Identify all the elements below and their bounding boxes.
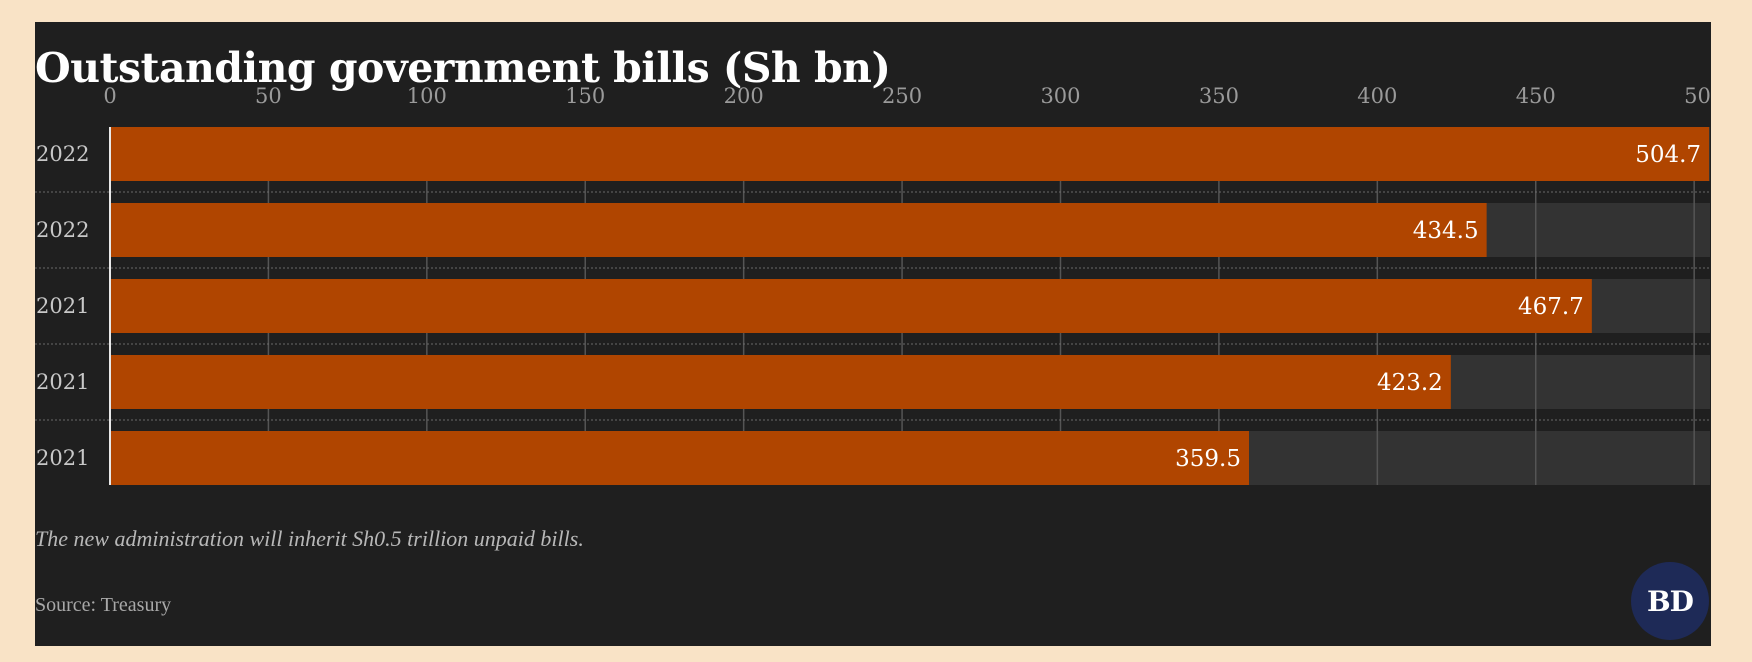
bd-logo: BD xyxy=(1631,562,1709,640)
x-tick-label: 200 xyxy=(724,84,764,108)
bar xyxy=(110,203,1487,257)
chart-card: Outstanding government bills (Sh bn) 202… xyxy=(35,22,1711,646)
x-tick-label: 0 xyxy=(103,84,116,108)
bar xyxy=(110,355,1451,409)
x-tick-label: 100 xyxy=(407,84,447,108)
bar xyxy=(110,279,1592,333)
x-tick-label: 300 xyxy=(1040,84,1080,108)
category-label: 2021 xyxy=(36,370,89,394)
category-label: 2022 xyxy=(36,142,89,166)
bar xyxy=(110,127,1710,181)
source-note: Source: Treasury xyxy=(35,594,172,616)
chart-title: Outstanding government bills (Sh bn) xyxy=(35,44,891,92)
bar-chart: 2022 504.7 2022 434.5 2021 467.7 2021 423.2 2021… xyxy=(35,84,1711,485)
x-tick-label: 150 xyxy=(565,84,605,108)
x-tick-label: 500 xyxy=(1684,84,1711,108)
x-tick-label: 350 xyxy=(1199,84,1239,108)
x-tick-label: 400 xyxy=(1357,84,1397,108)
category-label: 2022 xyxy=(36,218,89,242)
bar xyxy=(110,431,1250,485)
category-label: 2021 xyxy=(36,446,89,470)
logo-text: BD xyxy=(1647,584,1694,618)
x-tick-label: 250 xyxy=(882,84,922,108)
category-label: 2021 xyxy=(36,294,89,318)
bar-value-label: 434.5 xyxy=(1413,218,1479,244)
x-tick-label: 450 xyxy=(1516,84,1556,108)
bar-value-label: 359.5 xyxy=(1175,446,1241,472)
bar-value-label: 467.7 xyxy=(1518,294,1584,320)
bar-value-label: 504.7 xyxy=(1635,142,1701,168)
chart-subtitle: The new administration will inherit Sh0.… xyxy=(35,526,584,551)
x-tick-label: 50 xyxy=(255,84,282,108)
bar-value-label: 423.2 xyxy=(1377,370,1443,396)
